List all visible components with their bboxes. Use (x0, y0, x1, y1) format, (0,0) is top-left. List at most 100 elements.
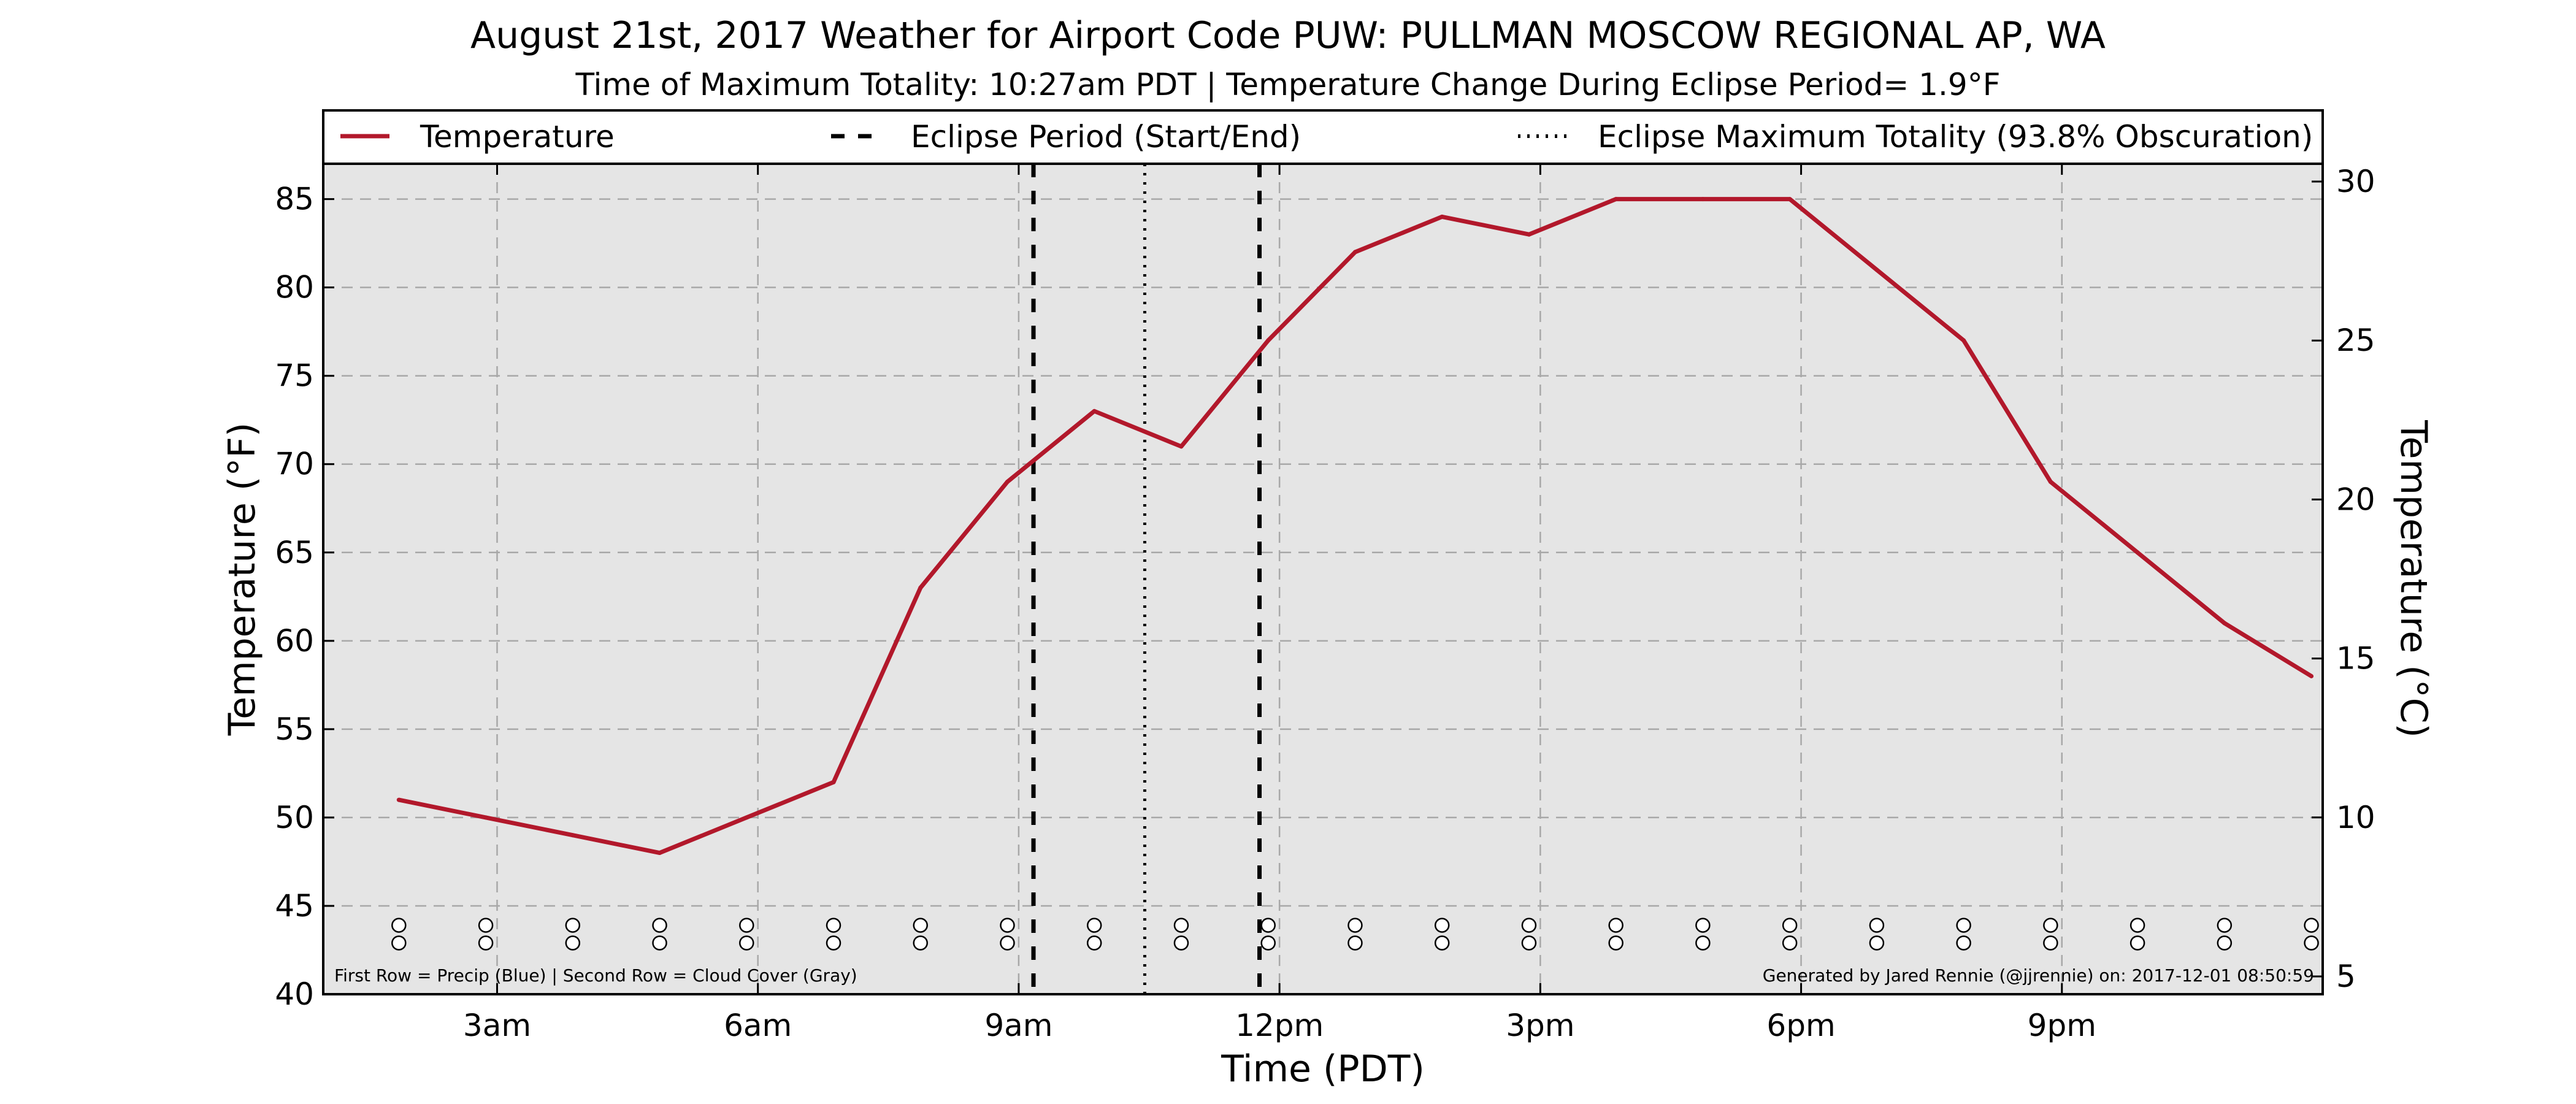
legend-label-temperature: Temperature (420, 119, 615, 155)
y-tick-label: 60 (275, 623, 314, 659)
x-tick-label: 9am (984, 1008, 1052, 1043)
precip-marker (1521, 918, 1537, 933)
temperature-point (1352, 250, 1357, 255)
temperature-point (2135, 550, 2140, 555)
temperature-point (1874, 267, 1879, 272)
cloud-cover-marker (826, 935, 841, 951)
temperature-point (483, 815, 488, 820)
annotation-right: Generated by Jared Rennie (@jjrennie) on… (1763, 965, 2314, 986)
legend-label-eclipse-max: Eclipse Maximum Totality (93.8% Obscurat… (1598, 119, 2313, 155)
precip-marker (1086, 918, 1102, 933)
precip-marker (913, 918, 928, 933)
temperature-point (2048, 480, 2053, 485)
precip-marker (1347, 918, 1363, 933)
plot-area (323, 164, 2323, 994)
precip-marker (1869, 918, 1885, 933)
cloud-cover-marker (1956, 935, 1971, 951)
annotation-left: First Row = Precip (Blue) | Second Row =… (334, 965, 857, 986)
precip-marker (2129, 918, 2145, 933)
legend-label-eclipse-period: Eclipse Period (Start/End) (911, 119, 1301, 155)
temperature-point (1614, 197, 1619, 202)
cloud-cover-marker (1000, 935, 1015, 951)
y-tick-label: 45 (275, 888, 314, 924)
temperature-point (396, 797, 401, 802)
precip-marker (826, 918, 841, 933)
chart-subtitle: Time of Maximum Totality: 10:27am PDT | … (575, 67, 2001, 102)
cloud-cover-marker (1347, 935, 1363, 951)
y-right-tick-label: 10 (2336, 800, 2375, 835)
cloud-cover-marker (1608, 935, 1623, 951)
precip-marker (739, 918, 754, 933)
y-tick-label: 70 (275, 447, 314, 482)
cloud-cover-marker (1521, 935, 1537, 951)
precip-marker (2217, 918, 2233, 933)
cloud-cover-marker (913, 935, 928, 951)
x-tick-label: 3pm (1506, 1008, 1574, 1043)
x-tick-label: 6am (724, 1008, 792, 1043)
temperature-point (2222, 621, 2227, 626)
temperature-point (2309, 673, 2314, 678)
x-axis-label: Time (PDT) (1221, 1048, 1425, 1091)
cloud-cover-marker (1086, 935, 1102, 951)
y-right-tick-label: 15 (2336, 641, 2375, 677)
y-tick-label: 50 (275, 800, 314, 835)
legend-frame (322, 109, 2324, 165)
cloud-cover-marker (2043, 935, 2058, 951)
cloud-cover-marker (1260, 935, 1276, 951)
temperature-point (1787, 197, 1792, 202)
precip-marker (1000, 918, 1015, 933)
series-layer (396, 197, 2314, 856)
cloud-cover-marker (565, 935, 581, 951)
x-tick-label: 9pm (2028, 1008, 2096, 1043)
temperature-point (1005, 480, 1010, 485)
marker-rows (391, 918, 2319, 951)
temperature-point (918, 585, 923, 590)
y-right-tick-label: 25 (2336, 323, 2375, 358)
cloud-cover-marker (1434, 935, 1450, 951)
cloud-cover-marker (2129, 935, 2145, 951)
cloud-cover-marker (652, 935, 667, 951)
precip-marker (1434, 918, 1450, 933)
cloud-cover-marker (1173, 935, 1189, 951)
y-axis-label: Temperature (°F) (221, 423, 264, 736)
y-tick-label: 40 (275, 976, 314, 1012)
precip-marker (1260, 918, 1276, 933)
y-right-tick-label: 5 (2336, 959, 2356, 994)
cloud-cover-marker (2304, 935, 2319, 951)
cloud-cover-marker (2217, 935, 2233, 951)
chart-title: August 21st, 2017 Weather for Airport Co… (470, 14, 2106, 57)
precip-marker (2304, 918, 2319, 933)
cloud-cover-marker (1695, 935, 1711, 951)
precip-marker (652, 918, 667, 933)
cloud-cover-marker (1782, 935, 1798, 951)
y-tick-label: 65 (275, 535, 314, 570)
cloud-cover-marker (1869, 935, 1885, 951)
temperature-point (1439, 214, 1444, 219)
y-tick-label: 85 (275, 182, 314, 217)
x-tick-label: 12pm (1235, 1008, 1324, 1043)
precip-marker (478, 918, 494, 933)
y-tick-label: 75 (275, 358, 314, 394)
precip-marker (1608, 918, 1623, 933)
precip-marker (391, 918, 407, 933)
precip-marker (565, 918, 581, 933)
y-tick-label: 80 (275, 270, 314, 305)
temperature-point (831, 780, 836, 784)
temperature-point (1266, 338, 1271, 343)
axis-ticks: 3am 6am 9am 12pm 3pm 6pm 9pm 40 45 50 55 60 65 70 75 80… (275, 164, 2375, 1043)
legend: Temperature Eclipse Period (Start/End) E… (322, 109, 2324, 165)
y-right-tick-label: 30 (2336, 164, 2375, 199)
precip-marker (1782, 918, 1798, 933)
precip-marker (2043, 918, 2058, 933)
precip-marker (1173, 918, 1189, 933)
temperature-point (1092, 408, 1097, 413)
precip-marker (1956, 918, 1971, 933)
temperature-point (1961, 338, 1966, 343)
cloud-cover-marker (739, 935, 754, 951)
y-tick-label: 55 (275, 711, 314, 747)
y-axis-label-right: Temperature (°C) (2392, 420, 2435, 738)
temperature-point (744, 815, 749, 820)
temperature-point (570, 833, 575, 838)
cloud-cover-marker (391, 935, 407, 951)
